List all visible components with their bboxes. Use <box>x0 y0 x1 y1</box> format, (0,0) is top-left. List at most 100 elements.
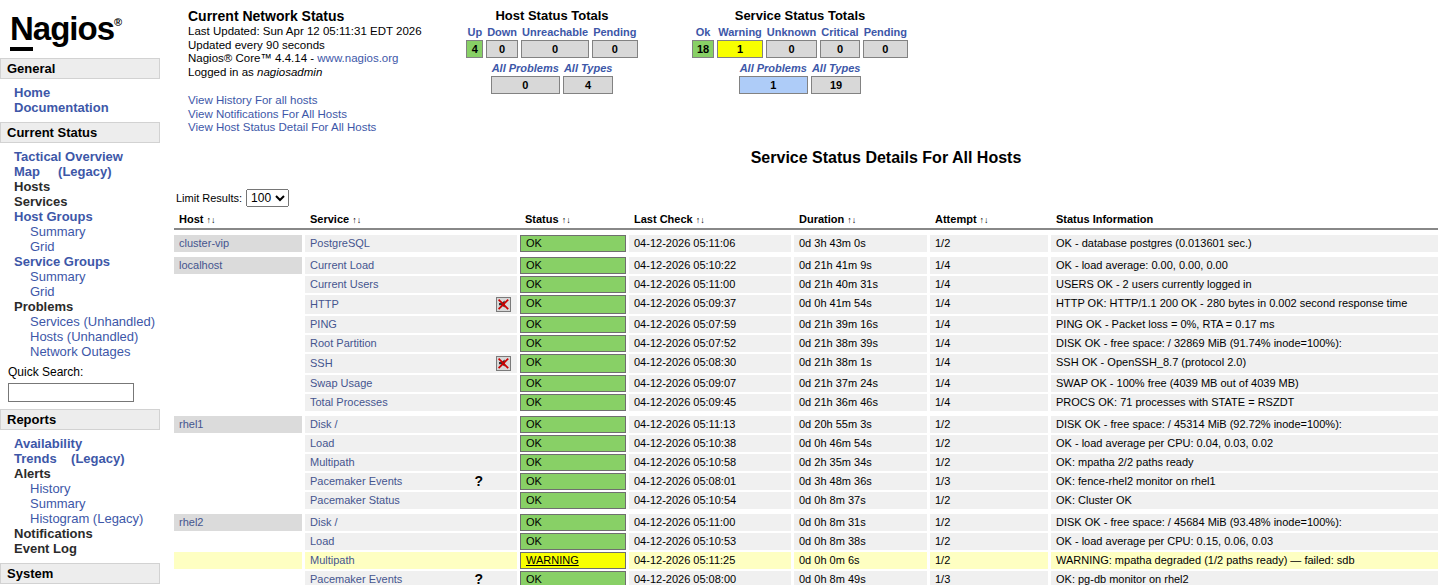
sidebar-item-notifications[interactable]: Notifications <box>0 526 160 541</box>
service-link[interactable]: Current Users <box>310 278 378 291</box>
host-totals-count-up[interactable]: 4 <box>466 40 483 58</box>
service-link[interactable]: PING <box>310 318 337 331</box>
service-totals-count-warning[interactable]: 1 <box>717 40 763 58</box>
host-totals-count-unreachable[interactable]: 0 <box>521 40 589 58</box>
service-totals-col-ok[interactable]: Ok <box>692 26 714 38</box>
sidebar-item-service-groups[interactable]: Service Groups <box>0 254 160 269</box>
notifications-disabled-icon[interactable] <box>496 356 511 371</box>
service-link[interactable]: Multipath <box>310 456 355 469</box>
host-totals-all-types-count[interactable]: 4 <box>563 76 614 94</box>
host-totals-count-pending[interactable]: 0 <box>592 40 637 58</box>
host-link[interactable]: cluster-vip <box>179 237 229 249</box>
notifications-disabled-icon[interactable] <box>496 297 511 312</box>
service-link[interactable]: Load <box>310 535 334 548</box>
service-link[interactable]: PostgreSQL <box>310 237 370 250</box>
status-information-cell: OK - load average per CPU: 0.04, 0.03, 0… <box>1051 435 1438 452</box>
host-totals-count-down[interactable]: 0 <box>486 40 518 58</box>
sidebar-item-summary[interactable]: Summary <box>0 269 160 284</box>
host-link[interactable]: rhel2 <box>179 516 203 528</box>
sidebar-item-tactical-overview[interactable]: Tactical Overview <box>0 149 160 164</box>
service-totals-count-pending[interactable]: 0 <box>863 40 908 58</box>
host-totals-col-unreachable[interactable]: Unreachable <box>521 26 589 38</box>
sidebar-item-host-groups[interactable]: Host Groups <box>0 209 160 224</box>
service-link[interactable]: Current Load <box>310 259 374 272</box>
sort-arrows-icon[interactable]: ↑↓ <box>352 215 361 225</box>
sidebar-item-home[interactable]: Home <box>0 85 160 100</box>
sort-arrows-icon[interactable]: ↑↓ <box>980 215 989 225</box>
sidebar-item-problems[interactable]: Problems <box>0 299 160 314</box>
service-totals-count-ok[interactable]: 18 <box>692 40 714 58</box>
service-link[interactable]: Pacemaker Status <box>310 494 400 507</box>
service-link[interactable]: Swap Usage <box>310 377 372 390</box>
column-header-attempt[interactable]: Attempt↑↓ <box>930 213 1048 225</box>
service-totals-all-types-count[interactable]: 19 <box>811 76 862 94</box>
sidebar-item-documentation[interactable]: Documentation <box>0 100 160 115</box>
service-notes-icon[interactable]: ? <box>474 573 483 585</box>
service-totals-all-types-label[interactable]: All Types <box>811 62 862 74</box>
host-totals-col-down[interactable]: Down <box>486 26 518 38</box>
service-totals-col-unknown[interactable]: Unknown <box>766 26 818 38</box>
host-totals-col-up[interactable]: Up <box>466 26 483 38</box>
host-totals-all-types-label[interactable]: All Types <box>563 62 614 74</box>
sidebar-item-history[interactable]: History <box>0 481 160 496</box>
column-header-service[interactable]: Service↑↓ <box>305 213 517 225</box>
service-link[interactable]: Pacemaker Events <box>310 573 402 585</box>
status-text: OK <box>526 396 542 408</box>
service-link[interactable]: Multipath <box>310 554 355 567</box>
sort-arrows-icon[interactable]: ↑↓ <box>847 215 856 225</box>
sidebar-item-alerts[interactable]: Alerts <box>0 466 160 481</box>
view-host-status-link[interactable]: View Host Status Detail For All Hosts <box>188 121 442 135</box>
service-link[interactable]: Disk / <box>310 418 338 431</box>
limit-results-select[interactable]: 100 <box>246 189 289 207</box>
service-totals-all-problems-label[interactable]: All Problems <box>739 62 808 74</box>
host-totals-all-problems-label[interactable]: All Problems <box>491 62 560 74</box>
sidebar-item-map-legacy[interactable]: Map (Legacy) <box>0 164 160 179</box>
service-link[interactable]: Total Processes <box>310 396 388 409</box>
service-totals-col-critical[interactable]: Critical <box>820 26 859 38</box>
sidebar-item-hosts[interactable]: Hosts <box>0 179 160 194</box>
service-cell: Current Users <box>305 276 517 293</box>
service-link[interactable]: Disk / <box>310 516 338 529</box>
host-totals-all-problems-count[interactable]: 0 <box>491 76 560 94</box>
attempt-cell: 1/4 <box>930 375 1048 392</box>
service-link[interactable]: Root Partition <box>310 337 377 350</box>
service-link[interactable]: Load <box>310 437 334 450</box>
column-header-duration[interactable]: Duration↑↓ <box>794 213 927 225</box>
sidebar-item-trends-legacy[interactable]: Trends (Legacy) <box>0 451 160 466</box>
service-link[interactable]: Pacemaker Events <box>310 475 402 488</box>
sidebar-item-network-outages[interactable]: Network Outages <box>0 344 160 359</box>
column-header-host[interactable]: Host↑↓ <box>174 213 302 225</box>
nagios-logo[interactable]: Nagios® <box>0 2 160 51</box>
view-notifications-link[interactable]: View Notifications For All Hosts <box>188 108 442 122</box>
service-link[interactable]: HTTP <box>310 298 339 311</box>
sidebar-item-grid[interactable]: Grid <box>0 284 160 299</box>
view-history-link[interactable]: View History For all hosts <box>188 94 442 108</box>
sort-arrows-icon[interactable]: ↑↓ <box>206 215 215 225</box>
sort-arrows-icon[interactable]: ↑↓ <box>696 215 705 225</box>
host-totals-col-pending[interactable]: Pending <box>592 26 637 38</box>
service-totals-all-problems-count[interactable]: 1 <box>739 76 808 94</box>
service-link[interactable]: SSH <box>310 357 333 370</box>
sort-arrows-icon[interactable]: ↑↓ <box>562 215 571 225</box>
sidebar-item-availability[interactable]: Availability <box>0 436 160 451</box>
nagios-org-link[interactable]: www.nagios.org <box>317 52 398 64</box>
service-notes-icon[interactable]: ? <box>474 475 483 488</box>
sidebar-item-histogram-legacy[interactable]: Histogram (Legacy) <box>0 511 160 526</box>
quick-search-input[interactable] <box>8 383 134 402</box>
sidebar-item-services[interactable]: Services <box>0 194 160 209</box>
sidebar-item-event-log[interactable]: Event Log <box>0 541 160 556</box>
sidebar-item-grid[interactable]: Grid <box>0 239 160 254</box>
host-link[interactable]: localhost <box>179 259 222 271</box>
sidebar-item-services-unhandled[interactable]: Services (Unhandled) <box>0 314 160 329</box>
service-totals-count-critical[interactable]: 0 <box>820 40 859 58</box>
sidebar-item-summary[interactable]: Summary <box>0 224 160 239</box>
host-link[interactable]: rhel1 <box>179 418 203 430</box>
column-header-status[interactable]: Status↑↓ <box>520 213 626 225</box>
service-totals-col-warning[interactable]: Warning <box>717 26 763 38</box>
service-totals-col-pending[interactable]: Pending <box>863 26 908 38</box>
service-totals-count-unknown[interactable]: 0 <box>766 40 818 58</box>
column-header-last-check[interactable]: Last Check↑↓ <box>629 213 791 225</box>
status-text[interactable]: WARNING <box>526 554 579 566</box>
sidebar-item-hosts-unhandled[interactable]: Hosts (Unhandled) <box>0 329 160 344</box>
sidebar-item-summary[interactable]: Summary <box>0 496 160 511</box>
